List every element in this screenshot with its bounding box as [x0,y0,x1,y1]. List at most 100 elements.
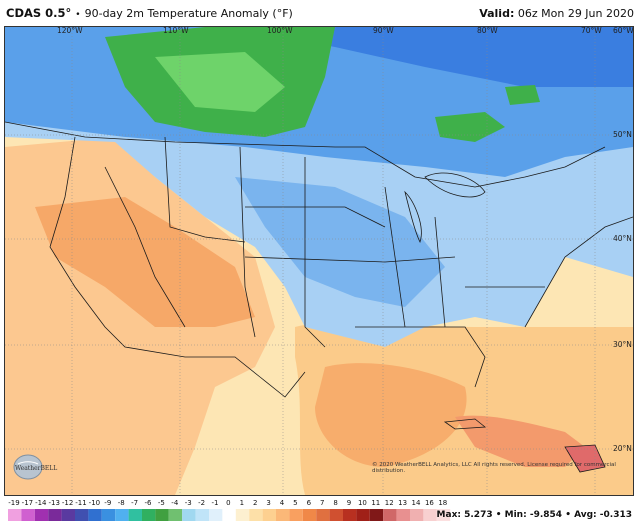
stats-readout: Max: 5.273 • Min: -9.854 • Avg: -0.313 [437,510,632,520]
strong-cool-core [155,52,285,112]
title-group: CDAS 0.5° • 90-day 2m Temperature Anomal… [6,6,293,20]
colorbar-tick-label: 13 [398,499,407,507]
colorbar-swatch [195,509,209,521]
latitude-labels: 50°N 40°N 30°N 20°N [613,130,632,453]
colorbar-swatch [142,509,156,521]
valid-label: Valid: [479,6,515,20]
logo-text: WeatherBELL [15,465,57,472]
lake-michigan [404,190,422,244]
far-north-cool [5,27,633,87]
lon-label-70w: 70°W [581,27,602,35]
colorbar-swatch [155,509,169,521]
lat-label-20n: 20°N [613,444,632,453]
colorbar-swatch [289,509,303,521]
max-label: Max: [436,510,461,520]
colorbar-tick-label: 8 [333,499,337,507]
footer-bar: -19 -17 -14 -13 -12 -11 -10 -9 -8 -7 -6 -5 -4 -3 -2 -1 0… [0,497,640,526]
colorbar-swatch [329,509,343,521]
colorbar-tick-label: 5 [293,499,297,507]
colorbar: -19 -17 -14 -13 -12 -11 -10 -9 -8 -7 -6 -5 -4 -3 -2 -1 0… [8,499,451,521]
lon-label-80w: 80°W [477,27,498,35]
state-line-4 [304,157,326,348]
colorbar-swatch [262,509,276,521]
state-line-6 [244,256,456,263]
stat-separator: • [495,510,502,520]
colorbar-swatch [249,509,263,521]
colorbar-tick-label: 4 [280,499,285,507]
colorbar-tick-label: -5 [158,499,165,507]
colorbar-swatch [410,509,424,521]
colorbar-swatch [436,509,451,521]
longitude-labels: 120°W 110°W 100°W 90°W 80°W 70°W 60°W [57,27,633,35]
state-line-3 [239,146,256,338]
colorbar-tick-label: 3 [266,499,270,507]
colorbar-swatch [276,509,290,521]
colorbar-swatch [88,509,102,521]
us-west-south-border [49,136,306,398]
lake-superior [424,172,486,198]
colorbar-swatch [356,509,370,521]
political-boundaries [5,121,633,473]
avg-label: Avg: [574,510,597,520]
state-line-1 [104,166,186,328]
colorbar-tick-label: -7 [131,499,138,507]
caribbean-warm [455,415,585,467]
colorbar-swatch [61,509,75,521]
colorbar-swatch [115,509,129,521]
lon-label-110w: 110°W [163,27,189,35]
colorbar-tick-label: -2 [198,499,205,507]
colorbar-swatch [302,509,317,521]
colorbar-swatch [235,509,250,521]
copyright-notice: © 2020 WeatherBELL Analytics, LLC All ri… [372,462,616,474]
hispaniola [564,444,606,473]
colorbar-tick-label: 12 [385,499,394,507]
colorbar-tick-label: 7 [320,499,324,507]
strong-cool-labrador [505,85,540,105]
min-value: -9.854 [529,510,563,520]
colorbar-swatch [209,509,223,521]
southwest-warm-core [35,197,255,327]
colorbar-tick-label: -14 [35,499,47,507]
colorbar-tick-label: 10 [358,499,367,507]
logo-arc-icon [17,461,39,465]
strong-cool-east-canada [435,112,505,142]
colorbar-tick-label: 16 [425,499,434,507]
max-value: 5.273 [464,510,493,520]
state-line-8 [434,216,446,328]
model-name: CDAS 0.5° [6,6,72,20]
state-line-7 [384,186,406,328]
colorbar-tick-label: 1 [240,499,244,507]
colorbar-swatch [369,509,384,521]
colorbar-tick-label: -11 [75,499,86,507]
state-line-5 [245,206,386,228]
colorbar-swatch [182,509,196,521]
title-separator: • [75,10,81,20]
map-canvas: 120°W 110°W 100°W 90°W 80°W 70°W 60°W 50… [5,27,633,495]
colorbar-tick-label: 0 [226,499,230,507]
valid-value: 06z Mon 29 Jun 2020 [517,6,634,20]
state-line-2 [164,136,246,243]
logo-graphic: WeatherBELL [13,454,57,480]
colorbar-tick-label: -3 [185,499,192,507]
header-bar: CDAS 0.5° • 90-day 2m Temperature Anomal… [0,0,640,26]
colorbar-swatch [101,509,116,521]
lon-label-90w: 90°W [373,27,394,35]
lat-label-30n: 30°N [613,340,632,349]
colorbar-swatch [222,509,236,521]
lon-label-120w: 120°W [57,27,83,35]
lat-label-40n: 40°N [613,234,632,243]
colorbar-swatch [383,509,397,521]
colorbar-tick-label: -17 [22,499,33,507]
colorbar-tick-label: -9 [104,499,111,507]
colorbar-tick-label: -12 [62,499,73,507]
avg-value: -0.313 [599,510,632,520]
colorbar-tick-label: 6 [307,499,312,507]
min-label: Min: [504,510,527,520]
valid-time: Valid: 06z Mon 29 Jun 2020 [479,7,634,20]
colorbar-swatch [48,509,62,521]
colorbar-tick-label: 2 [253,499,257,507]
colorbar-swatch [75,509,89,521]
weatherbell-logo: WeatherBELL [12,452,70,482]
colorbar-swatch [21,509,35,521]
colorbar-tick-label: 9 [347,499,351,507]
